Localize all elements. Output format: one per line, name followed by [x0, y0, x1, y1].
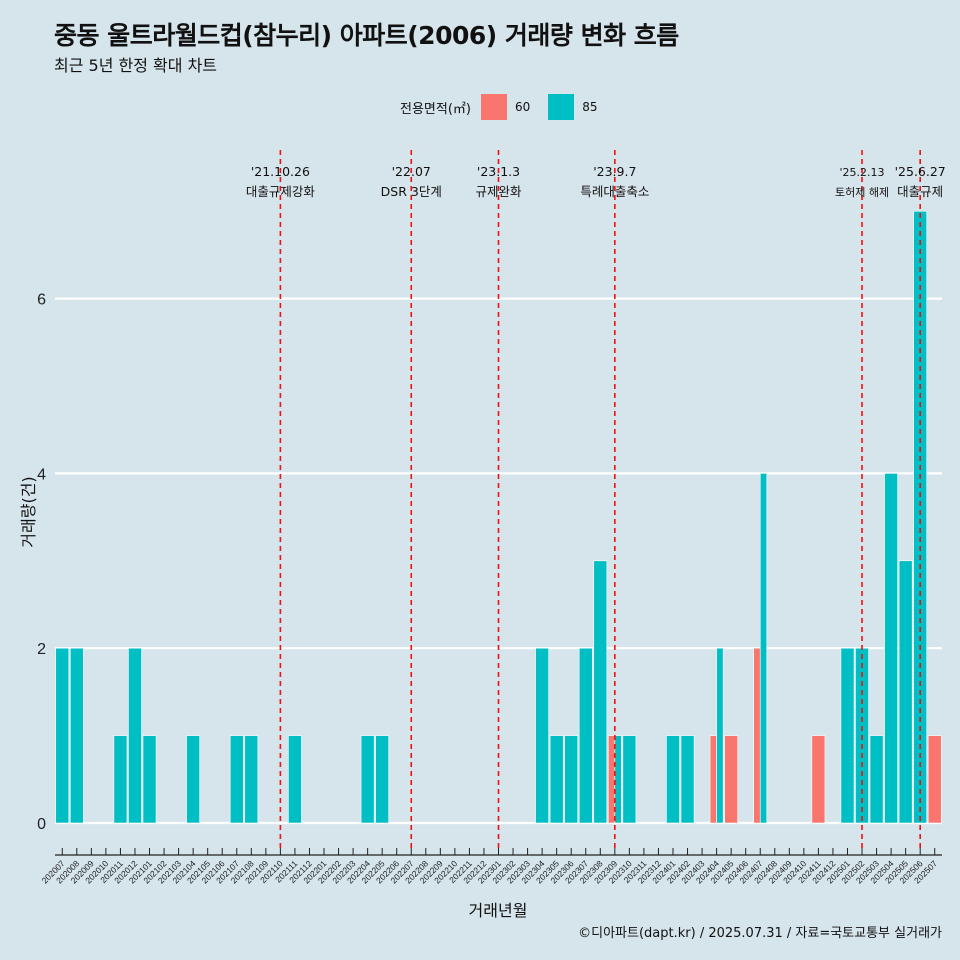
- bar-60: [607, 735, 616, 824]
- event-text-label: 특례대출축소: [580, 184, 649, 199]
- bar-60: [724, 735, 738, 824]
- bar-85: [716, 647, 724, 824]
- bar-85: [375, 735, 390, 824]
- bar-85: [680, 735, 695, 824]
- bar-85: [142, 735, 157, 824]
- event-date-label: '25.6.27: [895, 164, 946, 179]
- bar-85: [128, 647, 142, 824]
- bar-85: [593, 560, 608, 824]
- legend-title: 전용면적(㎡): [400, 101, 471, 117]
- bar-85: [69, 647, 84, 824]
- legend: 전용면적(㎡) 60 85: [400, 94, 616, 120]
- bar-85: [759, 473, 768, 824]
- event-text-label: 대출규제강화: [246, 184, 316, 199]
- source-caption: ©디아파트(dapt.kr) / 2025.07.31 / 자료=국토교통부 실…: [578, 926, 942, 941]
- event-date-label: '22.07: [392, 164, 431, 179]
- event-text-label: 대출규제: [897, 184, 943, 199]
- bar-85: [288, 735, 302, 824]
- bar-85: [535, 647, 549, 824]
- bar-85: [840, 647, 855, 824]
- y-axis-label: 거래량(건): [19, 476, 38, 548]
- bar-60: [811, 735, 826, 824]
- bar-85: [614, 735, 622, 824]
- bar-60: [753, 647, 761, 824]
- bar-85: [578, 647, 593, 824]
- bar-85: [113, 735, 128, 824]
- event-text-label: DSR 3단계: [381, 184, 442, 199]
- event-date-label: '21.10.26: [251, 164, 310, 179]
- bar-60: [709, 735, 717, 824]
- bar-85: [360, 735, 375, 824]
- bar-85: [564, 735, 579, 824]
- bar-85: [622, 735, 637, 824]
- bar-85: [869, 735, 884, 824]
- y-tick-label: 0: [37, 816, 46, 833]
- legend-key-60: [480, 94, 507, 120]
- x-axis-label: 거래년월: [468, 901, 528, 920]
- bar-85: [913, 210, 928, 824]
- bar-60: [927, 735, 942, 824]
- bar-85: [244, 735, 259, 824]
- bar-85: [549, 735, 564, 824]
- bar-85: [898, 560, 913, 824]
- bar-85: [884, 473, 898, 824]
- y-tick-label: 4: [37, 466, 46, 483]
- legend-label-85: 85: [582, 100, 598, 114]
- legend-label-60: 60: [514, 100, 531, 114]
- chart-title: 중동 울트라월드컵(참누리) 아파트(2006) 거래량 변화 흐름: [54, 21, 679, 50]
- y-tick-label: 6: [37, 292, 46, 309]
- y-tick-label: 2: [37, 641, 46, 658]
- event-date-label: '23.1.3: [477, 164, 520, 179]
- event-date-label: '25.2.13: [840, 166, 885, 179]
- bar-85: [666, 735, 680, 824]
- bar-85: [186, 735, 200, 824]
- event-text-label: 토허제 해제: [835, 185, 889, 199]
- chart-subtitle: 최근 5년 한정 확대 차트: [54, 56, 218, 75]
- legend-key-85: [548, 94, 575, 120]
- bar-85: [55, 647, 70, 824]
- bar-85: [229, 735, 244, 824]
- event-date-label: '23.9.7: [593, 164, 636, 179]
- event-text-label: 규제완화: [475, 184, 522, 199]
